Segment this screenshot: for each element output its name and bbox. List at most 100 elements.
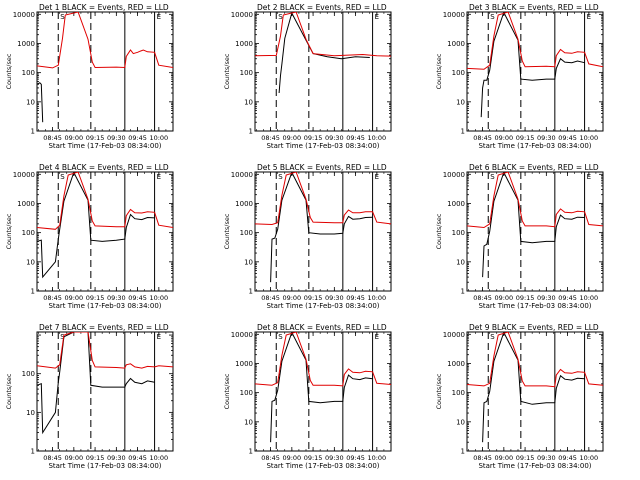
x-tick-label: 09:15 xyxy=(304,454,323,462)
x-tick-label: 09:45 xyxy=(128,454,147,462)
y-tick-label: 1000 xyxy=(447,40,465,48)
plot-frame xyxy=(466,171,604,292)
lld-series-line xyxy=(467,12,603,70)
y-tick-label: 1000 xyxy=(235,200,253,208)
plot-frame xyxy=(254,331,392,452)
y-tick-label: 100 xyxy=(452,229,465,237)
plot-frame xyxy=(254,11,392,132)
events-series-line xyxy=(270,332,373,443)
y-tick-label: 10000 xyxy=(443,171,465,179)
y-tick-label: 1000 xyxy=(235,360,253,368)
start-flag-label: S xyxy=(278,13,283,21)
x-tick-label: 09:15 xyxy=(304,134,323,142)
x-tick-label: 09:15 xyxy=(86,294,105,302)
y-axis-label: Counts/sec xyxy=(435,373,443,409)
lld-series-line xyxy=(37,172,173,230)
x-tick-label: 09:30 xyxy=(325,134,344,142)
x-tick-label: 10:00 xyxy=(367,294,386,302)
start-flag-label: S xyxy=(490,333,495,341)
plot-frame xyxy=(466,11,604,132)
y-tick-label: 1000 xyxy=(17,40,35,48)
x-tick-label: 09:00 xyxy=(282,454,301,462)
chart-panel-5: Det 5 BLACK = Events, RED = LLD 1 10 100 100… xyxy=(223,163,392,310)
chart-panel-2: Det 2 BLACK = Events, RED = LLD 1 10 100 100… xyxy=(223,3,392,150)
y-tick-label: 10000 xyxy=(13,11,35,19)
x-tick-label: 09:00 xyxy=(494,134,513,142)
x-tick-label: 09:00 xyxy=(282,134,301,142)
x-axis-label: Start Time (17-Feb-03 08:34:00) xyxy=(266,302,379,310)
events-series-line xyxy=(37,82,44,123)
y-tick-label: 1 xyxy=(31,288,35,296)
lld-series-line xyxy=(37,12,173,69)
y-tick-label: 10000 xyxy=(231,331,253,339)
y-axis-label: Counts/sec xyxy=(5,53,13,89)
lld-series-line xyxy=(467,172,603,229)
lld-series-line xyxy=(255,12,391,57)
y-tick-label: 10 xyxy=(26,409,35,417)
y-tick-label: 1 xyxy=(249,448,253,456)
y-tick-label: 10000 xyxy=(13,171,35,179)
x-tick-label: 09:00 xyxy=(64,454,83,462)
plot-frame xyxy=(36,331,174,452)
x-tick-label: 09:45 xyxy=(128,134,147,142)
x-axis-label: Start Time (17-Feb-03 08:34:00) xyxy=(48,462,161,470)
lld-series-line xyxy=(255,332,391,387)
y-tick-label: 100 xyxy=(22,69,35,77)
x-tick-label: 09:30 xyxy=(537,294,556,302)
chart-panel-4: Det 4 BLACK = Events, RED = LLD 1 10 100 100… xyxy=(5,163,174,310)
y-tick-label: 1 xyxy=(249,128,253,136)
plot-frame xyxy=(254,171,392,292)
y-tick-label: 100 xyxy=(240,69,253,77)
x-tick-label: 09:15 xyxy=(86,134,105,142)
lld-series-line xyxy=(37,332,173,369)
y-tick-label: 100 xyxy=(452,69,465,77)
events-series-line xyxy=(37,332,155,435)
chart-panel-8: Det 8 BLACK = Events, RED = LLD 1 10 100 100… xyxy=(223,323,392,470)
start-flag-label: S xyxy=(490,173,495,181)
y-tick-label: 10000 xyxy=(231,171,253,179)
end-flag-label: E xyxy=(375,13,379,21)
chart-panel-6: Det 6 BLACK = Events, RED = LLD 1 10 100 100… xyxy=(435,163,604,310)
y-tick-label: 10 xyxy=(26,258,35,266)
end-flag-label: E xyxy=(157,173,161,181)
y-tick-label: 1 xyxy=(31,128,35,136)
start-flag-label: S xyxy=(490,13,495,21)
x-tick-label: 08:45 xyxy=(261,294,280,302)
y-tick-label: 100 xyxy=(452,389,465,397)
y-tick-label: 10 xyxy=(244,418,253,426)
x-tick-label: 10:00 xyxy=(149,454,168,462)
x-tick-label: 09:45 xyxy=(346,294,365,302)
x-axis-label: Start Time (17-Feb-03 08:34:00) xyxy=(48,142,161,150)
y-tick-label: 1000 xyxy=(447,360,465,368)
end-flag-label: E xyxy=(587,173,591,181)
x-tick-label: 09:15 xyxy=(516,454,535,462)
x-tick-label: 10:00 xyxy=(149,294,168,302)
end-flag-label: E xyxy=(157,13,161,21)
x-tick-label: 10:00 xyxy=(367,134,386,142)
x-axis-label: Start Time (17-Feb-03 08:34:00) xyxy=(48,302,161,310)
end-flag-label: E xyxy=(375,333,379,341)
x-tick-label: 08:45 xyxy=(473,454,492,462)
x-tick-label: 09:15 xyxy=(516,134,535,142)
y-tick-label: 10 xyxy=(244,258,253,266)
start-flag-label: S xyxy=(60,173,65,181)
end-flag-label: E xyxy=(375,173,379,181)
x-tick-label: 10:00 xyxy=(149,134,168,142)
chart-panel-9: Det 9 BLACK = Events, RED = LLD 1 10 100 100… xyxy=(435,323,604,470)
x-tick-label: 09:15 xyxy=(516,294,535,302)
events-series-line xyxy=(482,332,585,443)
end-flag-label: E xyxy=(587,333,591,341)
x-tick-label: 09:00 xyxy=(282,294,301,302)
x-tick-label: 08:45 xyxy=(43,134,62,142)
plot-frame xyxy=(466,331,604,452)
end-flag-label: E xyxy=(587,13,591,21)
x-tick-label: 08:45 xyxy=(261,134,280,142)
x-tick-label: 09:45 xyxy=(558,454,577,462)
x-tick-label: 08:45 xyxy=(43,454,62,462)
x-axis-label: Start Time (17-Feb-03 08:34:00) xyxy=(478,462,591,470)
start-flag-label: S xyxy=(60,333,65,341)
chart-panel-7: Det 7 BLACK = Events, RED = LLD 1 10 100 Cou… xyxy=(5,323,174,470)
y-tick-label: 100 xyxy=(240,229,253,237)
chart-title: Det 1 BLACK = Events, RED = LLD xyxy=(39,3,169,12)
